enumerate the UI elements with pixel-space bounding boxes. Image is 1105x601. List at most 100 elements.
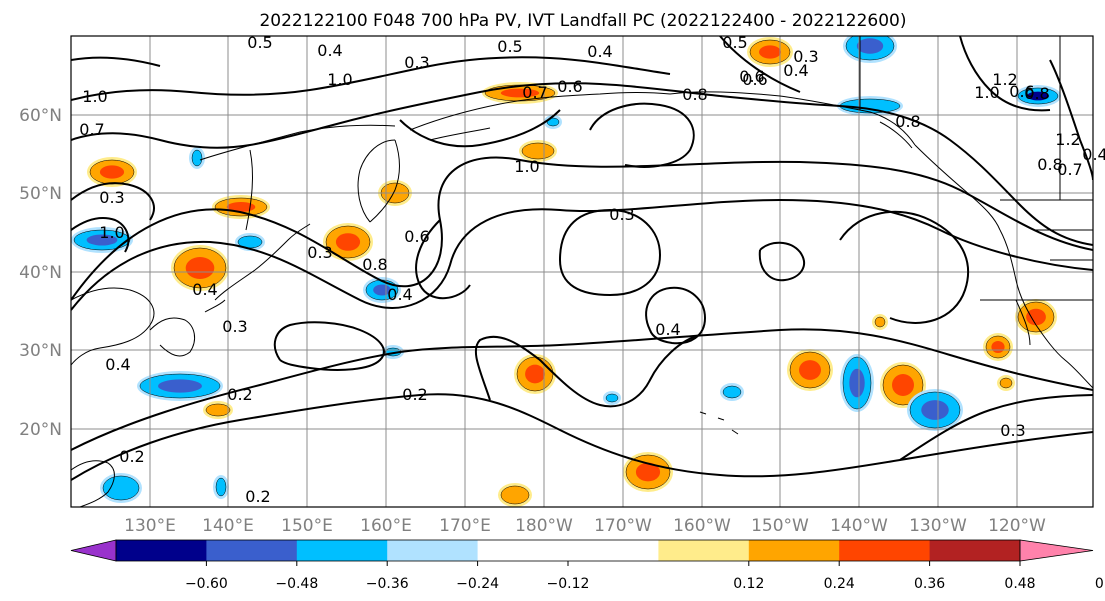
- coastline: [980, 199, 1093, 301]
- coastline: [699, 411, 739, 435]
- colorbar-tick-label: −0.36: [366, 576, 409, 592]
- anomaly-core: [226, 202, 256, 212]
- colorbar-segment: [387, 540, 479, 561]
- colorbar-tick-label: 0.48: [1004, 576, 1035, 592]
- lat-tick-label: 40°N: [19, 263, 62, 283]
- lon-tick-label: 120°W: [988, 516, 1046, 536]
- coastline: [1035, 324, 1093, 389]
- colorbar-segment: [839, 540, 931, 561]
- longitude-axis: 130°E 140°E 150°E 160°E 170°E 180°W 170°W 160°W…: [124, 516, 1046, 536]
- map-frame: [70, 35, 1094, 508]
- coastline: [357, 139, 396, 223]
- lat-tick-label: 60°N: [19, 106, 62, 126]
- contour-label: 0.7: [79, 120, 104, 139]
- lon-tick-label: 160°W: [673, 516, 731, 536]
- colorbar-segment: [296, 540, 388, 561]
- pv-contour-line: [959, 36, 1051, 112]
- anomaly-core: [892, 374, 914, 396]
- pv-contour-line: [71, 217, 130, 253]
- coastline: [669, 91, 916, 146]
- anomaly-region: [205, 403, 231, 417]
- anomaly-region: [500, 485, 530, 505]
- coastline: [1015, 299, 1031, 346]
- lon-tick-label: 170°E: [439, 516, 491, 536]
- coastline: [859, 36, 1061, 200]
- contour-label: 0.6: [739, 67, 764, 86]
- lon-tick-label: 130°W: [909, 516, 967, 536]
- pv-contour-line: [415, 219, 471, 300]
- contour-label: 0.2: [402, 385, 427, 404]
- pv-contour-line: [758, 241, 805, 282]
- contour-labels: 0.5 0.40.31.00.5 0.40.7 0.60.50.6 0.40.31.21…: [79, 33, 1105, 506]
- pv-contour-line: [71, 56, 671, 101]
- colorbar-tick-label: 0.24: [824, 576, 855, 592]
- contour-label: 0.4: [655, 320, 680, 339]
- contour-label: 0.3: [404, 53, 429, 72]
- contour-label: 0.2: [119, 447, 144, 466]
- lon-tick-label: 180°W: [515, 516, 573, 536]
- contour-label: 0.8: [682, 85, 707, 104]
- contour-label: 1.0: [514, 157, 539, 176]
- lon-tick-label: 150°W: [751, 516, 809, 536]
- colorbar-extend-low: [70, 539, 117, 562]
- coastline: [149, 317, 196, 357]
- coastline: [409, 92, 671, 131]
- pv-contour-line: [71, 82, 721, 149]
- contour-label: 0.3: [99, 188, 124, 207]
- pv-contour-line: [71, 182, 155, 221]
- anomaly-core: [856, 38, 884, 54]
- pv-contour-line: [899, 394, 1093, 461]
- contour-label: 0.7: [522, 83, 547, 102]
- colorbar-segment: [477, 540, 569, 561]
- anomaly-core: [335, 233, 361, 251]
- pv-contour-line: [71, 56, 161, 67]
- lat-tick-label: 20°N: [19, 420, 62, 440]
- anomaly-core: [86, 234, 118, 246]
- colorbar-tick-label: −0.12: [547, 576, 590, 592]
- coastline: [429, 127, 491, 141]
- colorbar-segment: [116, 540, 207, 561]
- pv-contour-line: [589, 102, 695, 168]
- contour-label: 0.4: [105, 355, 130, 374]
- anomaly-core: [158, 379, 202, 393]
- pv-contour-line: [839, 210, 970, 324]
- anomaly-region: [722, 385, 742, 399]
- anomaly-core: [99, 165, 125, 179]
- contour-label: 0.8: [1037, 155, 1062, 174]
- pv-contour-line: [1049, 59, 1093, 181]
- colorbar-tick-label: 0.12: [733, 576, 764, 592]
- lon-tick-label: 160°E: [360, 516, 412, 536]
- anomaly-region: [521, 142, 555, 160]
- colorbar-extend-high: [1019, 539, 1094, 562]
- coastline: [999, 229, 1037, 326]
- contour-label: 0.4: [192, 280, 217, 299]
- coastline: [204, 299, 226, 313]
- anomaly-core: [500, 88, 540, 98]
- colorbar-segment: [929, 540, 1021, 561]
- contour-label: 0.4: [783, 61, 808, 80]
- coastline: [199, 124, 396, 161]
- coastline: [71, 287, 155, 366]
- pv-contour-line: [71, 156, 1093, 301]
- pv-contour-line: [645, 286, 707, 345]
- contour-label: 0.6: [742, 70, 767, 89]
- lon-tick-label: 150°E: [281, 516, 333, 536]
- contour-label: 1.0: [99, 223, 124, 242]
- contour-label: 1.0: [82, 87, 107, 106]
- pv-contour-line: [559, 208, 662, 297]
- colorbar-tick-label: 0.36: [914, 576, 945, 592]
- pv-contour-line: [719, 36, 801, 93]
- anomaly-region: [102, 475, 140, 501]
- contour-label: 1.2: [1055, 130, 1080, 149]
- lon-tick-label: 140°E: [202, 516, 254, 536]
- coastline: [71, 460, 115, 507]
- contour-label: 0.8: [895, 112, 920, 131]
- contour-label: 0.4: [1082, 145, 1105, 164]
- anomaly-core: [185, 257, 215, 279]
- coastline: [879, 121, 913, 149]
- colorbar-segment: [568, 540, 659, 561]
- anomaly-region: [999, 377, 1013, 389]
- contour-label: 0.5: [247, 33, 272, 52]
- pv-contour-line: [71, 328, 1093, 451]
